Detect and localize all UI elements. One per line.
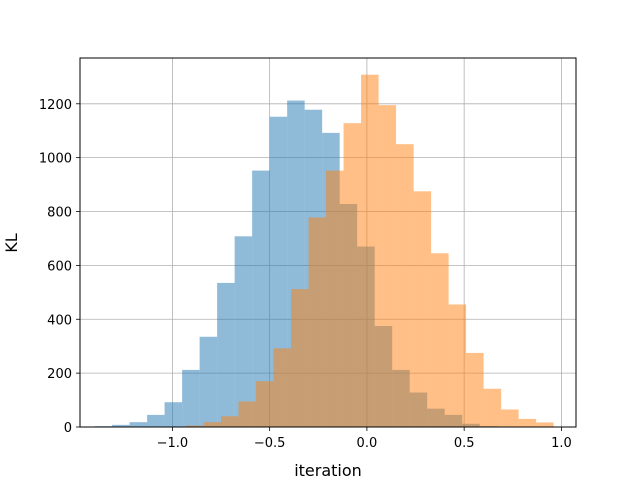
histogram-bar: [291, 289, 309, 427]
histogram-bar: [308, 217, 327, 427]
histogram-bar: [256, 381, 274, 427]
histogram-bar: [234, 236, 253, 427]
histogram-bar: [147, 414, 165, 427]
histogram-bar: [203, 422, 222, 427]
histogram-bar: [112, 424, 130, 427]
histogram-bar: [431, 253, 449, 427]
histogram-bar: [199, 336, 218, 427]
histogram-bar: [413, 191, 432, 427]
x-tick-label: 0.5: [454, 436, 475, 451]
y-axis-label: KL: [2, 233, 21, 252]
histogram-bar: [326, 170, 344, 428]
histogram-bar: [221, 416, 239, 427]
y-tick-label: 600: [47, 259, 72, 274]
x-tick-label: −1.0: [157, 436, 189, 451]
x-axis-ticks: −1.0 −0.5 0.0 0.5 1.0: [157, 427, 572, 451]
histogram-bar: [518, 418, 537, 427]
y-tick-label: 1200: [39, 98, 72, 113]
histogram-bar: [238, 401, 257, 427]
histogram-bar: [536, 422, 554, 427]
x-tick-label: 1.0: [551, 436, 572, 451]
x-axis-label: iteration: [294, 461, 362, 480]
histogram-bar: [217, 282, 235, 427]
histogram-bar: [252, 170, 270, 428]
histogram-bar: [182, 369, 200, 427]
plot-frame: [79, 57, 577, 428]
x-tick-label: 0.0: [357, 436, 378, 451]
y-tick-label: 800: [47, 206, 72, 221]
histogram-bar: [273, 348, 292, 427]
histogram-bar: [483, 388, 502, 427]
series-2: [186, 74, 554, 428]
y-tick-label: 400: [47, 313, 72, 328]
y-tick-label: 0: [64, 421, 72, 436]
histogram-bars: [94, 74, 554, 428]
histogram-bar: [129, 422, 148, 427]
histogram-bar: [361, 74, 379, 427]
histogram-bar: [343, 123, 362, 427]
histogram-bar: [466, 352, 484, 427]
x-tick-label: −0.5: [254, 436, 286, 451]
histogram-bar: [396, 144, 414, 428]
y-tick-label: 1000: [39, 152, 72, 167]
y-tick-label: 200: [47, 367, 72, 382]
histogram-bar: [186, 425, 204, 427]
y-axis-ticks: 0 200 400 600 800 1000 1200: [39, 98, 80, 436]
histogram-bar: [164, 402, 183, 427]
histogram-bar: [501, 409, 519, 427]
histogram-bar: [448, 304, 467, 427]
histogram-bar: [378, 105, 397, 427]
